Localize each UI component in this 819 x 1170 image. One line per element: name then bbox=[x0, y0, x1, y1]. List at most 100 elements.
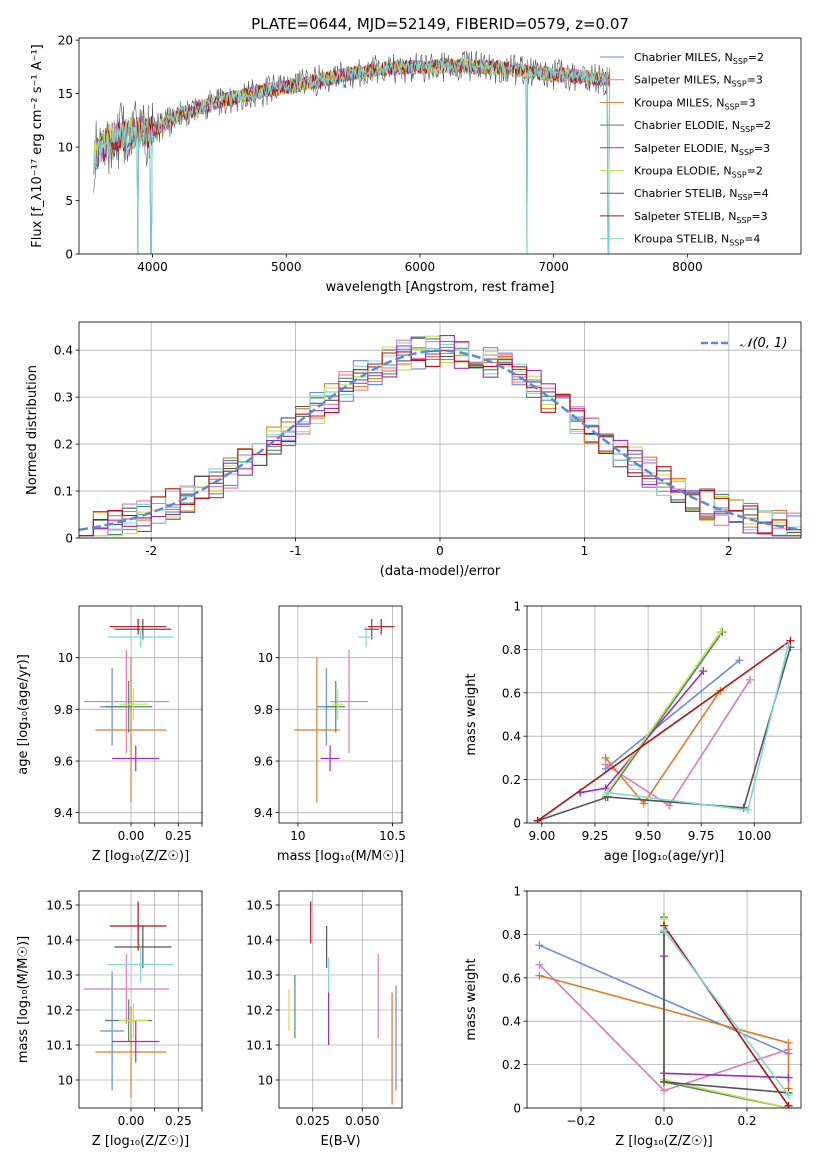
y-tick-label: 0 bbox=[65, 532, 73, 546]
legend-label: Kroupa STELIB, NSSP=4 bbox=[634, 233, 760, 248]
panel-residuals: -2 -1 0 1 2 0 0.1 0.2 0.3 0.4 (data-model)/error No… bbox=[25, 321, 802, 579]
plot-area bbox=[294, 618, 395, 803]
x-tick-label: 0.0 bbox=[654, 1114, 673, 1128]
plot-area bbox=[535, 913, 793, 1108]
x-tick-label: 0.025 bbox=[296, 1114, 330, 1128]
panel-massweight_vs_age: 9.00 9.25 9.50 9.75 10.00 0 0.2 0.4 0.6 0.8 1 age [… bbox=[464, 600, 802, 864]
weight-line bbox=[605, 679, 751, 807]
x-tick-label: -1 bbox=[290, 544, 302, 558]
data-point-marker bbox=[784, 1101, 793, 1108]
y-tick-label: 1 bbox=[513, 600, 521, 614]
panel-mass_vs_Z: 0.00 0.25 10 10.1 10.2 10.3 10.4 10.5 Z [log₁₀(Z… bbox=[16, 890, 203, 1149]
y-axis-label: Normed distribution bbox=[25, 365, 40, 495]
axes-frame bbox=[78, 37, 802, 255]
data-point-marker bbox=[735, 656, 744, 665]
y-tick-label: 9.8 bbox=[54, 703, 73, 717]
weight-line bbox=[607, 644, 790, 811]
x-tick-label: 9.75 bbox=[688, 829, 715, 843]
y-tick-label: 0.3 bbox=[54, 391, 73, 405]
y-tick-label: 15 bbox=[58, 87, 73, 101]
y-tick-label: 0.2 bbox=[54, 438, 73, 452]
grid-lines bbox=[279, 891, 402, 1108]
x-tick-label: 0.25 bbox=[165, 1114, 192, 1128]
y-tick-label: 9.4 bbox=[54, 806, 73, 820]
spectrum-kroupa-stelib bbox=[93, 56, 610, 254]
x-axis-label: wavelength [Angstrom, rest frame] bbox=[326, 280, 555, 295]
y-axis-label: mass weight bbox=[464, 958, 479, 1040]
weight-line bbox=[663, 929, 790, 1096]
y-tick-label: 10 bbox=[58, 141, 73, 155]
y-tick-label: 0 bbox=[513, 1102, 521, 1116]
panel-age_vs_Z: 0.00 0.25 9.4 9.6 9.8 10 Z [log₁₀(Z/Z☉)] age [l… bbox=[16, 605, 203, 864]
y-tick-label: 10 bbox=[58, 1074, 73, 1088]
x-tick-label: 4000 bbox=[137, 260, 168, 274]
y-tick-label: 10.4 bbox=[46, 934, 73, 948]
legend-label: Salpeter ELODIE, NSSP=3 bbox=[634, 142, 770, 157]
data-point-marker bbox=[784, 641, 793, 650]
spectrum-chabrier-stelib bbox=[93, 50, 610, 254]
legend-label: Kroupa ELODIE, NSSP=2 bbox=[634, 165, 763, 180]
x-tick-label: 0.00 bbox=[118, 1114, 145, 1128]
y-tick-label: 9.6 bbox=[54, 755, 73, 769]
y-tick-label: 5 bbox=[65, 194, 73, 208]
y-tick-label: 10.4 bbox=[246, 934, 273, 948]
y-tick-label: 10.5 bbox=[46, 899, 73, 913]
grid-lines bbox=[79, 891, 203, 1108]
y-axis-label: age [log₁₀(age/yr)] bbox=[16, 654, 31, 775]
x-axis-label: Z [log₁₀(Z/Z☉)] bbox=[615, 1134, 712, 1149]
panel-spectrum: 4000 5000 6000 7000 8000 0 5 10 15 20 wavelength [… bbox=[30, 34, 802, 295]
y-tick-label: 10.1 bbox=[246, 1039, 273, 1053]
data-point-marker bbox=[535, 960, 544, 969]
data-point-marker bbox=[739, 803, 748, 812]
y-tick-label: 10 bbox=[58, 651, 73, 665]
y-tick-label: 10.2 bbox=[246, 1004, 273, 1018]
data-point-marker bbox=[533, 816, 542, 823]
spectrum-legend: Chabrier MILES, NSSP=2 Salpeter MILES, NS… bbox=[600, 51, 771, 248]
x-tick-label: 5000 bbox=[271, 260, 302, 274]
axes-frame bbox=[78, 890, 203, 1109]
y-tick-label: 10.2 bbox=[46, 1004, 73, 1018]
grid-lines bbox=[279, 606, 402, 823]
y-tick-label: 10 bbox=[258, 1074, 273, 1088]
plot-area bbox=[93, 50, 610, 254]
x-tick-label: −0.2 bbox=[566, 1114, 595, 1128]
plot-area bbox=[288, 901, 397, 1105]
x-tick-label: 10.5 bbox=[379, 829, 406, 843]
x-axis-label: Z [log₁₀(Z/Z☉)] bbox=[92, 1134, 189, 1149]
x-tick-label: -2 bbox=[145, 544, 157, 558]
x-tick-label: 1 bbox=[581, 544, 589, 558]
legend-label: Salpeter STELIB, NSSP=3 bbox=[634, 210, 768, 225]
y-axis-label: mass weight bbox=[464, 673, 479, 755]
x-tick-label: 6000 bbox=[405, 260, 436, 274]
panel-age_vs_mass: 10 10.5 9.4 9.6 9.8 10 mass [log₁₀(M/M☉)] bbox=[254, 605, 406, 864]
x-tick-label: 9.50 bbox=[635, 829, 662, 843]
legend-label: Salpeter MILES, NSSP=3 bbox=[634, 74, 763, 89]
histogram-salpeter-stelib bbox=[79, 349, 801, 537]
y-tick-label: 9.8 bbox=[254, 703, 273, 717]
figure-title: PLATE=0644, MJD=52149, FIBERID=0579, z=0… bbox=[251, 15, 629, 33]
x-tick-label: 8000 bbox=[672, 260, 703, 274]
x-tick-label: 0.25 bbox=[165, 829, 192, 843]
y-tick-label: 20 bbox=[58, 34, 73, 48]
y-tick-label: 9.4 bbox=[254, 806, 273, 820]
data-point-marker bbox=[535, 941, 544, 950]
y-tick-label: 0.6 bbox=[502, 686, 521, 700]
weight-line bbox=[663, 925, 790, 1107]
y-tick-label: 0.2 bbox=[502, 773, 521, 787]
axes-frame bbox=[278, 890, 403, 1109]
plot-area bbox=[83, 901, 174, 1098]
y-tick-label: 0.8 bbox=[502, 928, 521, 942]
data-point-marker bbox=[665, 801, 674, 810]
y-tick-label: 0.4 bbox=[54, 344, 73, 358]
weight-line bbox=[579, 670, 704, 794]
weight-line bbox=[604, 631, 724, 798]
axes-frame bbox=[526, 890, 802, 1109]
data-point-marker bbox=[784, 1090, 793, 1099]
plot-area bbox=[533, 628, 795, 823]
data-point-marker bbox=[660, 1086, 668, 1095]
x-tick-label: 9.25 bbox=[582, 829, 609, 843]
legend-label: Chabrier STELIB, NSSP=4 bbox=[634, 187, 769, 202]
x-axis-label: Z [log₁₀(Z/Z☉)] bbox=[92, 849, 189, 864]
data-point-marker bbox=[784, 1073, 793, 1082]
x-tick-label: 10.00 bbox=[737, 829, 771, 843]
